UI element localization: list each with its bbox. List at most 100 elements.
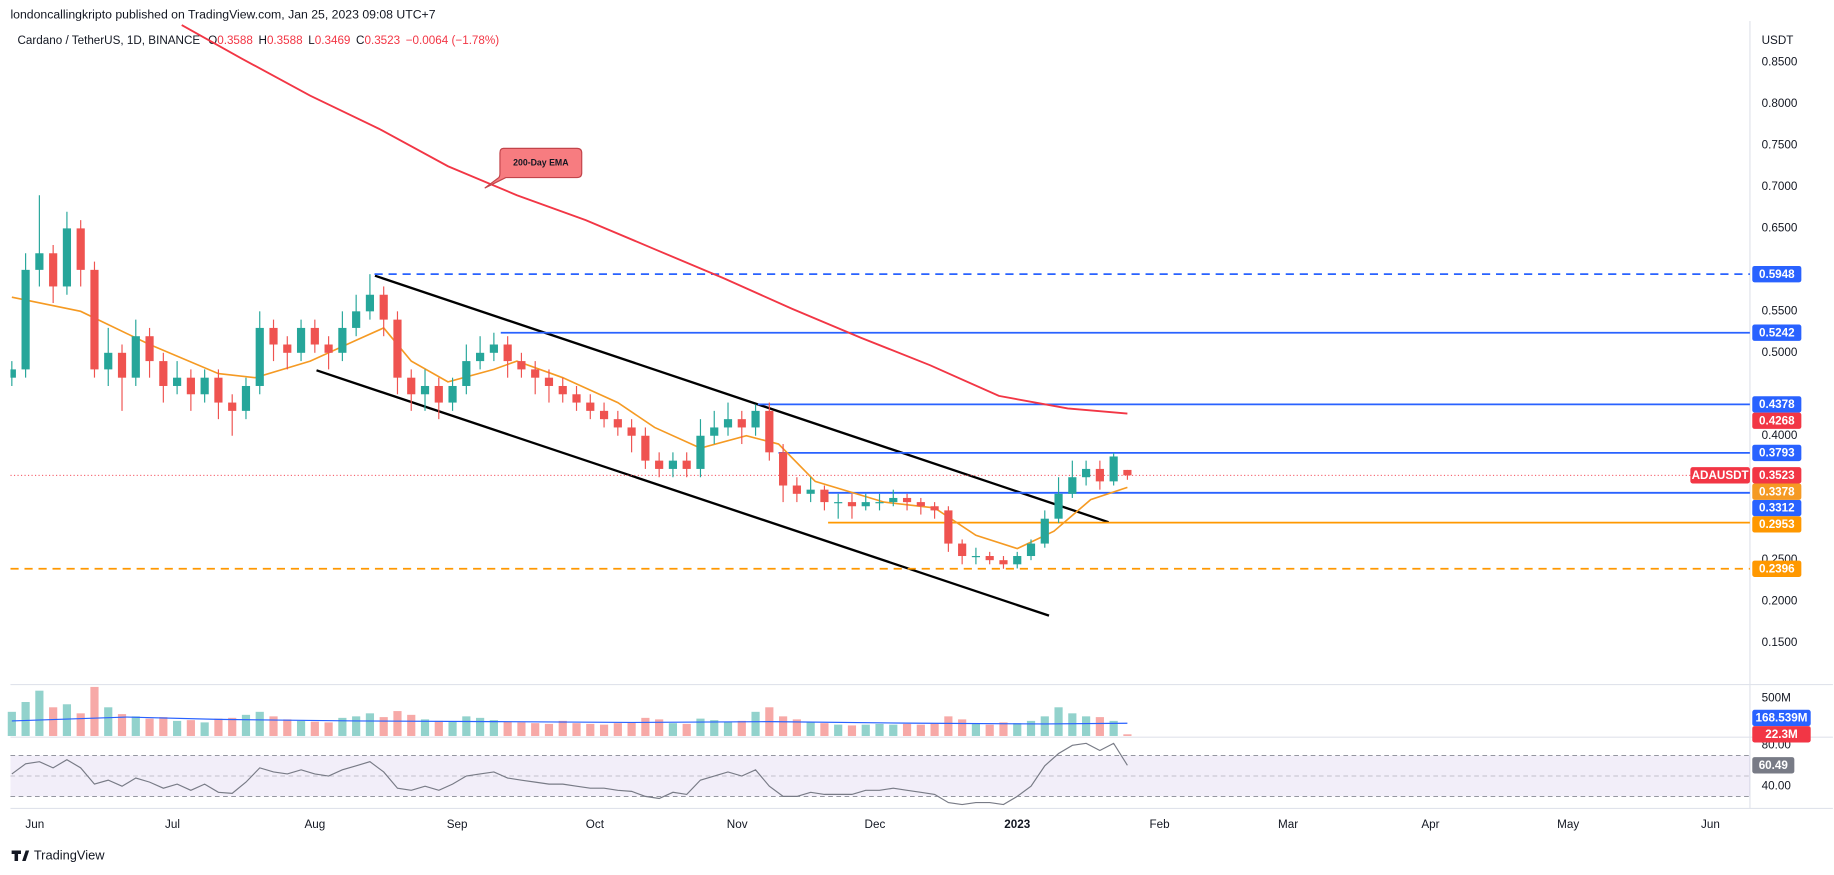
candle-body — [641, 435, 650, 461]
candle-body — [586, 402, 595, 411]
x-tick-label: Jun — [25, 818, 44, 831]
volume-bar — [269, 716, 278, 736]
price-tag-text: 0.4378 — [1759, 398, 1795, 411]
candle-body — [338, 327, 347, 353]
candle-body — [173, 377, 182, 386]
volume-bar — [420, 719, 430, 736]
volume-bar — [902, 723, 912, 736]
candle-body — [434, 385, 443, 403]
candle-body — [200, 377, 209, 395]
candle-body — [696, 435, 705, 469]
price-tag — [1752, 560, 1802, 577]
volume-bar — [434, 720, 443, 736]
volume-bar — [586, 723, 595, 736]
price-tag — [1752, 444, 1802, 462]
ohlc-label: L — [308, 34, 315, 47]
volume-bar — [448, 721, 457, 736]
candle-body — [1109, 456, 1118, 482]
ohlc-label: C — [356, 34, 364, 47]
volume-bar — [131, 716, 140, 736]
volume-bar — [971, 723, 981, 736]
volume-bar — [558, 720, 567, 736]
symbol-tag — [1690, 467, 1750, 484]
candle-body — [985, 556, 994, 561]
candle-body — [558, 385, 567, 395]
candle-body — [269, 327, 278, 345]
volume-bar — [489, 720, 498, 736]
main-pane — [10, 24, 1750, 617]
candle-body — [792, 485, 801, 494]
volume-bar — [641, 717, 650, 736]
candle-body — [930, 506, 939, 511]
footer: TradingView — [11, 848, 105, 863]
volume-bar — [310, 721, 319, 736]
symbol-tag-text: ADAUSDT — [1692, 469, 1749, 482]
candle-body — [76, 228, 85, 270]
symbol-title: Cardano / TetherUS, 1D, BINANCE — [17, 34, 200, 47]
volume-bar — [875, 723, 884, 736]
candle-body — [655, 460, 664, 469]
volume-bar — [186, 720, 195, 736]
published-line: londoncallingkripto published on Trading… — [10, 7, 435, 21]
candle-body — [902, 497, 912, 503]
volume-bar — [296, 720, 306, 736]
price-tag — [1752, 467, 1802, 484]
volume-bar — [476, 717, 485, 736]
volume-bar — [283, 719, 292, 736]
price-tag — [1752, 412, 1802, 429]
volume-bar — [889, 724, 898, 736]
candle-body — [1026, 543, 1036, 557]
candle-body — [1068, 477, 1077, 494]
candle-body — [668, 460, 678, 469]
candle-body — [1123, 469, 1132, 476]
price-tag-text: 0.3793 — [1759, 447, 1795, 460]
y-tick-label: 0.7000 — [1762, 180, 1798, 193]
candle-body — [35, 253, 44, 270]
candle-body — [462, 361, 471, 386]
volume-bar — [930, 723, 939, 736]
x-tick-label: Nov — [727, 818, 748, 831]
ohlc-label: O — [208, 34, 217, 47]
candle-body — [407, 377, 416, 395]
volume-bar — [145, 718, 154, 736]
callout-box — [484, 147, 583, 189]
candle-body — [255, 327, 264, 386]
candle-body — [599, 410, 609, 420]
volume-bar — [352, 716, 361, 736]
x-tick-label: Oct — [586, 818, 605, 831]
x-tick-label: Jul — [165, 818, 180, 831]
candle-body — [296, 327, 306, 353]
candle-body — [49, 253, 58, 287]
volume-bar — [76, 713, 85, 736]
price-tag-text: 22.3M — [1765, 728, 1797, 741]
volume-bar — [958, 719, 967, 736]
candle-body — [159, 361, 168, 386]
volume-bar — [503, 721, 512, 736]
x-tick-label: Apr — [1421, 818, 1439, 831]
y-tick-label: 0.7500 — [1762, 139, 1798, 152]
price-tag — [1752, 516, 1802, 533]
candle-body — [971, 556, 981, 558]
y-tick-label: 0.5000 — [1762, 346, 1798, 359]
volume-bar — [214, 718, 223, 736]
volume-bar — [655, 719, 664, 736]
x-tick-label: May — [1557, 818, 1579, 831]
volume-bar — [228, 717, 237, 736]
currency-label: USDT — [1762, 34, 1794, 47]
volume-bar — [517, 722, 526, 736]
candle-body — [420, 385, 430, 395]
volume-bar — [599, 724, 609, 736]
y-tick-label: 0.2000 — [1762, 595, 1798, 608]
volume-bar — [104, 707, 113, 736]
candle-body — [627, 427, 636, 436]
volume-bar — [200, 722, 209, 736]
candle-body — [779, 452, 788, 486]
volume-bar — [613, 723, 622, 736]
volume-bar — [861, 724, 870, 736]
volume-bar — [572, 723, 581, 736]
volume-bar — [531, 723, 540, 736]
price-tag — [1752, 265, 1802, 283]
candle-body — [117, 352, 127, 378]
